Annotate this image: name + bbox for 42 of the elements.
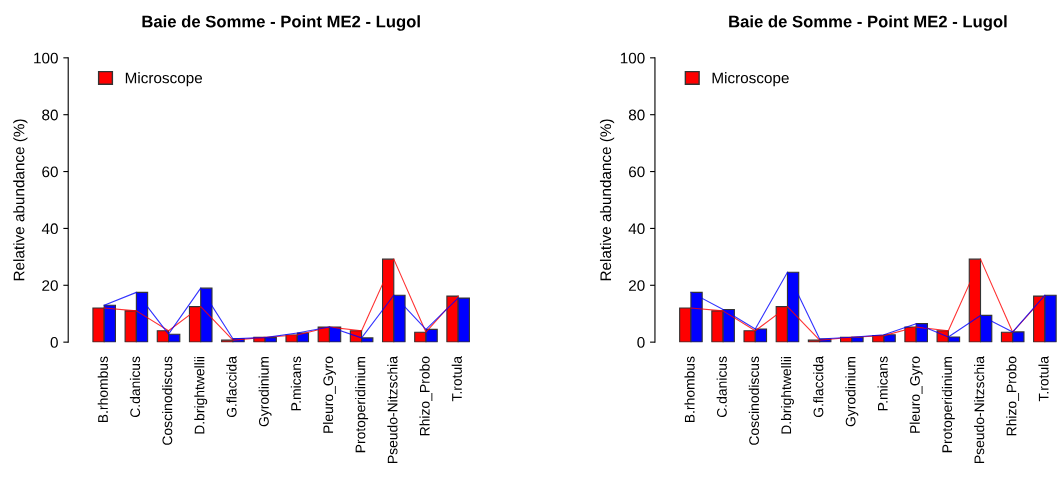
x-tick-label: Gyrodinium — [258, 356, 272, 427]
x-tick-label: Gyrodinium — [845, 356, 859, 427]
x-tick-label: Pseudo-Nitzschia — [387, 356, 398, 463]
y-tick-label: 60 — [629, 166, 645, 178]
x-tick-label: C.danicus — [129, 356, 141, 418]
y-tick-label: 0 — [50, 337, 58, 348]
y-tick-label: 60 — [42, 166, 58, 178]
y-axis-title: Relative abundance (%) — [13, 119, 28, 281]
x-tick-label: Pleuro_Gyro — [909, 356, 923, 433]
y-tick-label: 20 — [629, 280, 645, 291]
x-tick-label: Rhizo_Probo — [419, 356, 433, 436]
y-tick-label: 20 — [42, 280, 58, 291]
x-tick-label: G.flaccida — [813, 356, 824, 418]
x-tick-label: Protoperidinium — [941, 356, 955, 453]
x-tick-label: Pleuro_Gyro — [322, 356, 336, 433]
x-tick-label: P.micans — [877, 356, 888, 411]
x-tick-label: G.flaccida — [226, 356, 237, 418]
x-tick-label: P.micans — [290, 356, 301, 411]
x-tick-label: B.rhombus — [97, 356, 108, 423]
legend-label: Microscope — [712, 72, 789, 87]
x-tick-label: Protoperidinium — [355, 356, 369, 453]
x-tick-label: B.rhombus — [684, 356, 695, 423]
x-tick-label: Coscinodiscus — [748, 356, 759, 445]
y-tick-label: 40 — [41, 223, 58, 235]
legend-label: Microscope — [125, 72, 203, 87]
x-tick-label: Coscinodiscus — [162, 356, 173, 445]
x-tick-label: D.brightwellii — [780, 356, 794, 434]
x-tick-label: T.rotula — [1038, 356, 1049, 402]
y-tick-label: 80 — [42, 109, 58, 121]
x-tick-label: Pseudo-Nitzschia — [974, 356, 985, 463]
chart-title: Baie de Somme - Point ME2 - Lugol — [142, 15, 420, 31]
x-tick-label: D.brightwellii — [194, 356, 208, 434]
y-tick-label: 100 — [620, 52, 645, 64]
y-tick-label: 40 — [628, 223, 645, 235]
x-tick-label: Rhizo_Probo — [1006, 356, 1020, 436]
y-axis-title: Relative abundance (%) — [599, 119, 615, 281]
chart-title: Baie de Somme - Point ME2 - Lugol — [729, 15, 1007, 31]
x-tick-label: T.rotula — [451, 356, 462, 402]
x-tick-label: C.danicus — [716, 356, 727, 418]
y-tick-label: 0 — [637, 337, 645, 348]
y-tick-label: 80 — [628, 109, 645, 121]
y-tick-label: 100 — [34, 52, 58, 64]
